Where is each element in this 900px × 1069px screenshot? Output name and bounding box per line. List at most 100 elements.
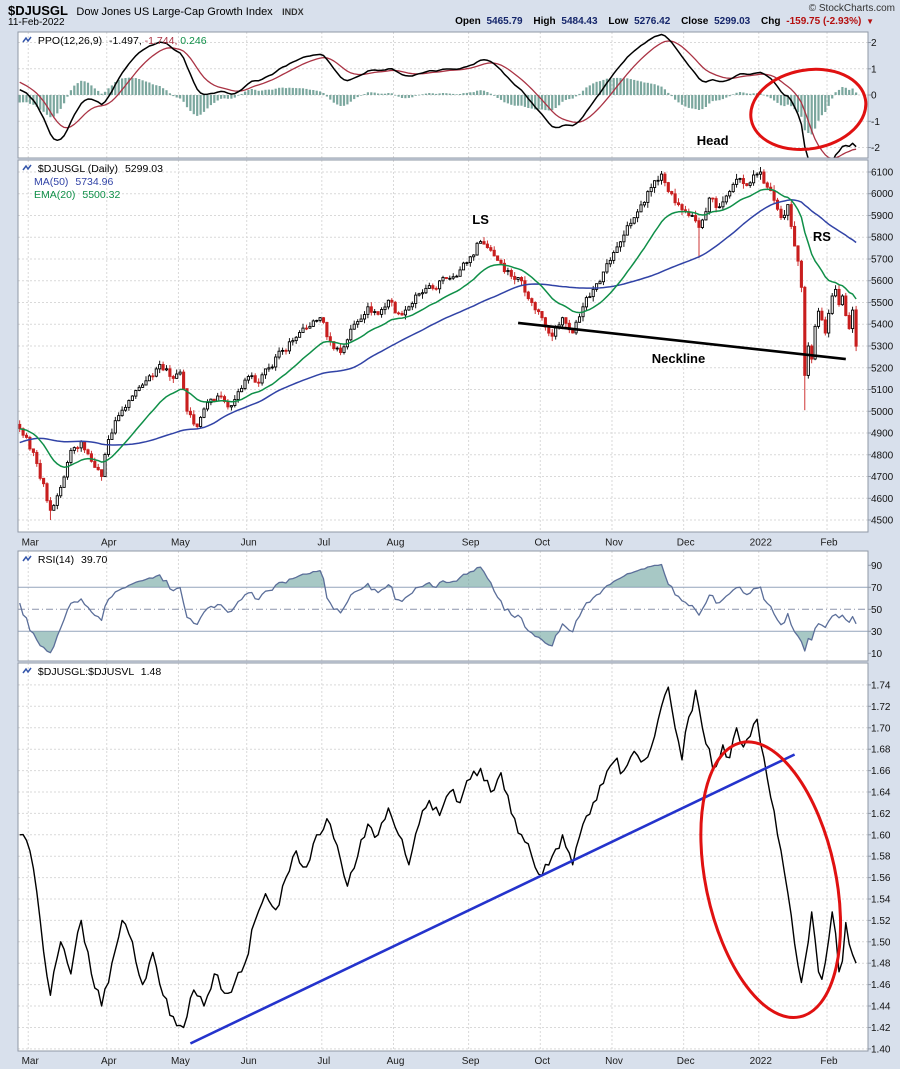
annotation-rs: RS <box>813 229 831 244</box>
ratio-legend: $DJUSGL:$DJUSVL 1.48 <box>22 666 161 678</box>
indicator-icon <box>22 36 32 43</box>
open-label: Open <box>455 16 481 27</box>
ratio-panel <box>18 663 868 1051</box>
annotation-neckline: Neckline <box>652 351 705 366</box>
annotation-head: Head <box>697 133 729 148</box>
ema20-legend: EMA(20) 5500.32 <box>34 189 120 201</box>
y-axis-label: 5800 <box>871 233 894 244</box>
x-axis-label: Dec <box>677 538 695 549</box>
x-axis-label: May <box>171 1056 190 1067</box>
copyright: © StockCharts.com <box>808 3 895 14</box>
y-axis-label: 1.50 <box>871 937 891 948</box>
x-axis-label: Jun <box>241 538 257 549</box>
indicator-icon <box>22 667 32 674</box>
ma50-value: 5734.96 <box>75 176 114 188</box>
chart-date: 11-Feb-2022 <box>8 17 65 28</box>
rsi-line <box>19 563 857 654</box>
y-axis-label: 5100 <box>871 385 894 396</box>
y-axis-label: 5000 <box>871 407 894 418</box>
x-axis-label: Nov <box>605 1056 623 1067</box>
high-value: 5484.43 <box>561 16 598 27</box>
x-axis-label: Dec <box>677 1056 695 1067</box>
y-axis-label: 4800 <box>871 450 894 461</box>
y-axis-label: 1.42 <box>871 1023 891 1034</box>
low-value: 5276.42 <box>634 16 671 27</box>
ppo-legend-label: PPO(12,26,9) <box>37 35 103 47</box>
indicator-icon <box>22 555 32 562</box>
exchange-tag: INDX <box>282 7 304 17</box>
x-axis-label: Aug <box>387 538 405 549</box>
candlestick-icon <box>22 164 32 171</box>
ppo-signal-line <box>19 40 857 158</box>
symbol-name: Dow Jones US Large-Cap Growth Index <box>76 6 273 18</box>
ratio-legend-label: $DJUSGL:$DJUSVL <box>37 666 134 678</box>
y-axis-label: 1.60 <box>871 830 891 841</box>
y-axis-label: 4900 <box>871 429 894 440</box>
y-axis-label: 5700 <box>871 255 894 266</box>
open-value: 5465.79 <box>486 16 523 27</box>
y-axis-label: -2 <box>871 143 880 154</box>
y-axis-label: 5900 <box>871 211 894 222</box>
down-arrow-icon: ▼ <box>866 17 874 26</box>
y-axis-label: 1 <box>871 64 877 75</box>
y-axis-label: 1.48 <box>871 959 891 970</box>
x-axis-label: Feb <box>820 1056 838 1067</box>
chart-header: $DJUSGL Dow Jones US Large-Cap Growth In… <box>8 2 304 20</box>
ppo-line <box>19 33 857 158</box>
x-axis-label: Oct <box>535 538 551 549</box>
y-axis-label: 2 <box>871 38 877 49</box>
x-axis-label: Sep <box>462 538 480 549</box>
ppo-hist-value: 0.246 <box>180 35 207 47</box>
y-axis-label: 1.44 <box>871 1002 891 1013</box>
y-axis-label: 1.54 <box>871 895 891 906</box>
x-axis-label: Jul <box>317 1056 330 1067</box>
y-axis-label: 5200 <box>871 363 894 374</box>
y-axis-label: 1.58 <box>871 852 891 863</box>
ratio-trendline <box>189 753 796 1045</box>
y-axis-label: 5600 <box>871 276 894 287</box>
y-axis-label: 1.64 <box>871 788 891 799</box>
y-axis-label: 5400 <box>871 320 894 331</box>
price-legend: $DJUSGL (Daily) 5299.03 <box>22 163 163 175</box>
ppo-red-ellipse <box>749 67 868 151</box>
x-axis-label: 2022 <box>750 538 773 549</box>
ma50-label: MA(50) <box>34 176 69 188</box>
x-axis-label: Aug <box>387 1056 405 1067</box>
y-axis-label: 1.68 <box>871 745 891 756</box>
candlesticks <box>18 167 858 520</box>
y-axis-label: 4600 <box>871 494 894 505</box>
y-axis-label: 70 <box>871 583 883 594</box>
y-axis-label: 0 <box>871 91 877 102</box>
x-axis-label: Apr <box>101 1056 117 1067</box>
x-axis-label: Sep <box>462 1056 480 1067</box>
rsi-legend-label: RSI(14) <box>37 554 75 566</box>
high-label: High <box>533 16 556 27</box>
close-label: Close <box>681 16 709 27</box>
x-axis-label: Mar <box>22 538 40 549</box>
ppo-legend: PPO(12,26,9) -1.497, -1.744, 0.246 <box>22 35 207 47</box>
x-axis-label: 2022 <box>750 1056 773 1067</box>
y-axis-label: 5300 <box>871 342 894 353</box>
y-axis-label: 1.56 <box>871 873 891 884</box>
rsi-legend: RSI(14) 39.70 <box>22 554 107 566</box>
x-axis-label: Apr <box>101 538 117 549</box>
y-axis-label: 1.66 <box>871 766 891 777</box>
price-legend-close: 5299.03 <box>124 163 163 175</box>
ppo-value: -1.497, <box>109 35 142 47</box>
y-axis-label: 1.72 <box>871 702 891 713</box>
ma50-line <box>19 199 857 446</box>
ma50-legend: MA(50) 5734.96 <box>34 176 113 188</box>
x-axis-label: Mar <box>22 1056 40 1067</box>
x-axis-label: Feb <box>820 538 838 549</box>
y-axis-label: 6100 <box>871 168 894 179</box>
y-axis-label: 1.40 <box>871 1044 891 1055</box>
ema20-label: EMA(20) <box>34 189 76 201</box>
ratio-value: 1.48 <box>140 666 162 678</box>
y-axis-label: 6000 <box>871 189 894 200</box>
symbol: $DJUSGL <box>8 3 68 18</box>
x-axis-label: May <box>171 538 190 549</box>
x-axis-label: Oct <box>535 1056 551 1067</box>
price-legend-symbol: $DJUSGL (Daily) <box>37 163 119 175</box>
y-axis-label: 4500 <box>871 516 894 527</box>
